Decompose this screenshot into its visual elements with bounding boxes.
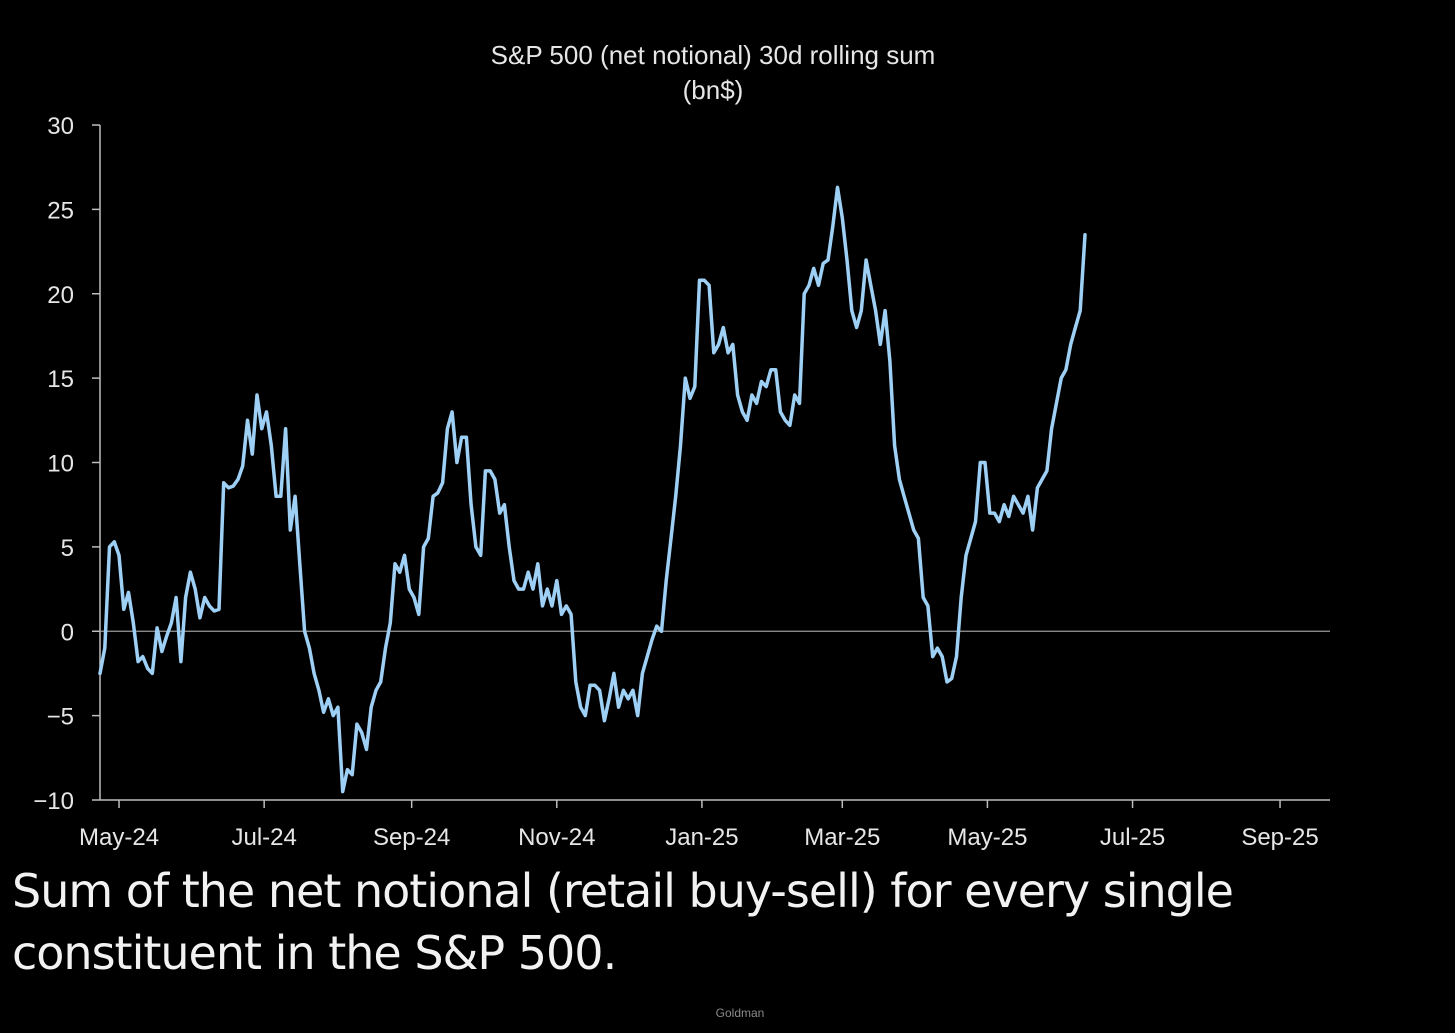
y-tick-label: 5: [61, 535, 74, 562]
y-tick-label: 30: [47, 113, 74, 140]
x-tick-label: Sep-25: [1241, 824, 1318, 851]
x-tick-label: Jul-24: [231, 824, 296, 851]
y-tick-label: 0: [61, 619, 74, 646]
chart-subtitle: (bn$): [683, 75, 744, 105]
chart-title: S&P 500 (net notional) 30d rolling sum: [491, 40, 936, 70]
x-tick-label: May-25: [947, 824, 1027, 851]
series-line-0: [98, 185, 1087, 794]
x-tick-label: May-24: [79, 824, 159, 851]
x-tick-label: Nov-24: [518, 824, 595, 851]
y-tick-label: 10: [47, 451, 74, 478]
chart-caption: Sum of the net notional (retail buy-sell…: [12, 864, 1234, 980]
series-layer: [98, 185, 1087, 794]
y-tick-label: 15: [47, 366, 74, 393]
y-tick-label: 25: [47, 197, 74, 224]
y-tick-label: 20: [47, 282, 74, 309]
y-tick-label: −5: [47, 704, 74, 731]
y-tick-label: −10: [33, 788, 74, 815]
x-tick-label: Jul-25: [1100, 824, 1165, 851]
x-tick-label: Sep-24: [373, 824, 450, 851]
source-label: Goldman: [715, 1006, 765, 1020]
x-tick-label: Mar-25: [804, 824, 880, 851]
x-tick-label: Jan-25: [665, 824, 738, 851]
